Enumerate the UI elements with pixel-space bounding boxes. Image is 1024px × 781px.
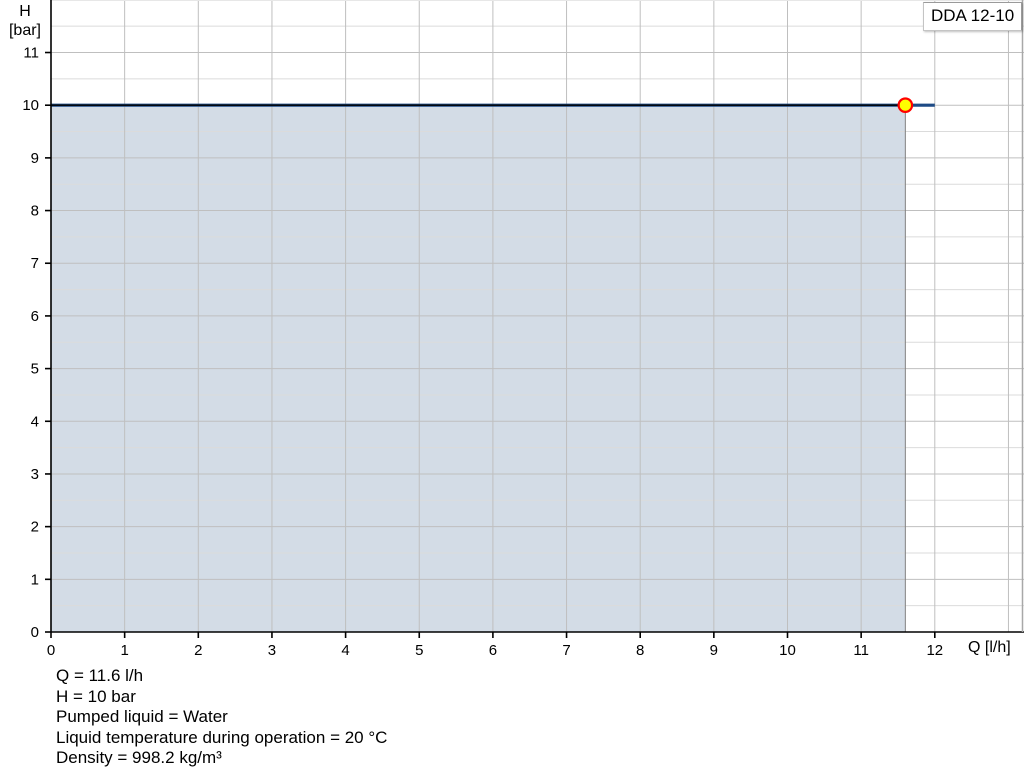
svg-text:7: 7 [31, 255, 39, 272]
svg-text:10: 10 [22, 97, 39, 114]
svg-text:11: 11 [23, 45, 39, 62]
svg-text:12: 12 [926, 642, 943, 659]
svg-text:4: 4 [31, 413, 39, 430]
svg-text:1: 1 [31, 571, 39, 588]
svg-text:6: 6 [489, 642, 497, 659]
svg-text:3: 3 [31, 466, 39, 483]
svg-text:10: 10 [779, 642, 796, 659]
svg-text:11: 11 [853, 642, 869, 659]
svg-text:5: 5 [31, 361, 39, 378]
svg-text:9: 9 [710, 642, 718, 659]
svg-text:3: 3 [268, 642, 276, 659]
svg-text:2: 2 [194, 642, 202, 659]
svg-text:8: 8 [636, 642, 644, 659]
svg-text:0: 0 [31, 624, 39, 641]
svg-text:8: 8 [31, 203, 39, 220]
svg-text:1: 1 [120, 642, 128, 659]
svg-text:6: 6 [31, 308, 39, 325]
svg-text:9: 9 [31, 150, 39, 167]
svg-text:7: 7 [562, 642, 570, 659]
svg-text:4: 4 [341, 642, 349, 659]
svg-text:2: 2 [31, 519, 39, 536]
svg-text:0: 0 [47, 642, 55, 659]
svg-text:5: 5 [415, 642, 423, 659]
